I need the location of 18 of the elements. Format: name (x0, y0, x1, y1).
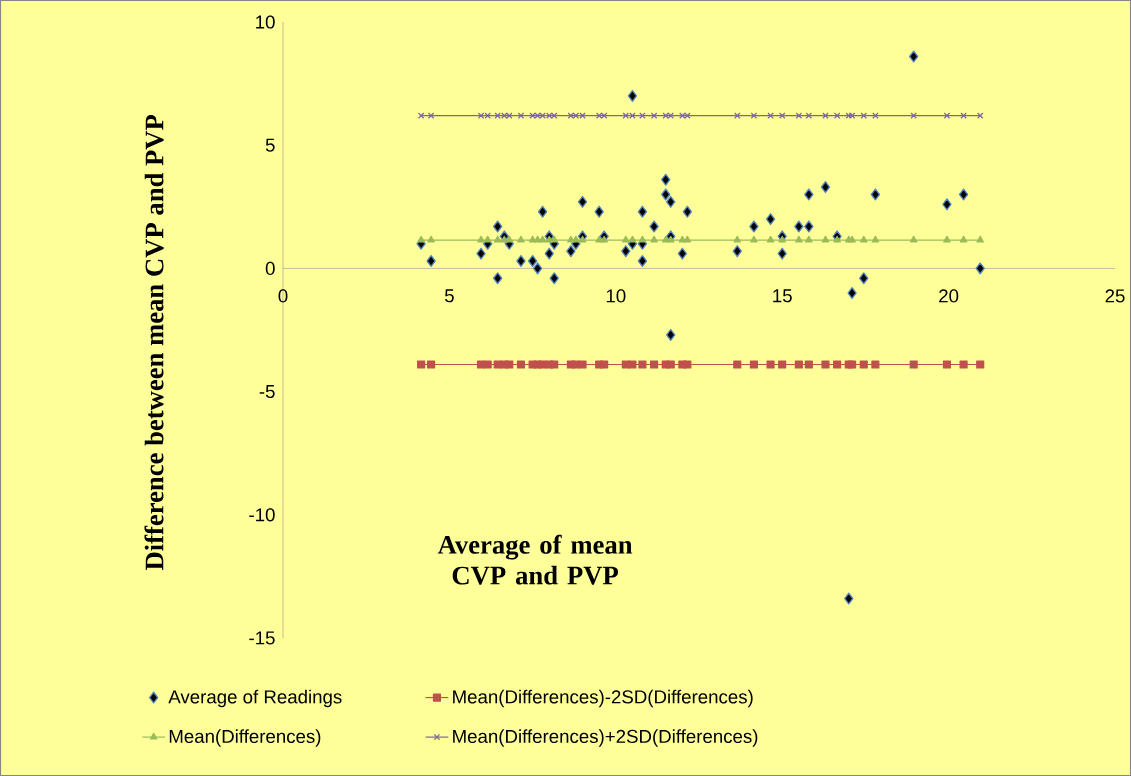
x-tick-label: 5 (444, 289, 454, 303)
legend-label: Mean(Differences)+2SD(Differences) (453, 729, 758, 747)
y-tick-label: -10 (249, 508, 275, 522)
y-tick-label: 0 (265, 261, 275, 276)
x-axis-title: Average of mean CVP and PVP (437, 534, 633, 585)
x-tick-label: 10 (606, 289, 626, 303)
y-tick-label: -5 (259, 385, 275, 399)
legend-label: Mean(Differences)-2SD(Differences) (453, 689, 753, 708)
x-tick-label: 0 (278, 289, 288, 303)
y-tick-label: 10 (256, 15, 275, 29)
legend-label: Average of Readings (168, 689, 342, 708)
x-tick-label: 15 (773, 289, 792, 303)
x-tick-label: 25 (1105, 289, 1125, 303)
legend-label: Mean(Differences) (169, 729, 321, 747)
y-tick-label: 5 (265, 138, 275, 152)
y-axis-title: Difference between mean CVP and PVP (144, 114, 164, 571)
y-tick-label: -15 (249, 631, 275, 645)
x-tick-label: 20 (939, 289, 959, 303)
